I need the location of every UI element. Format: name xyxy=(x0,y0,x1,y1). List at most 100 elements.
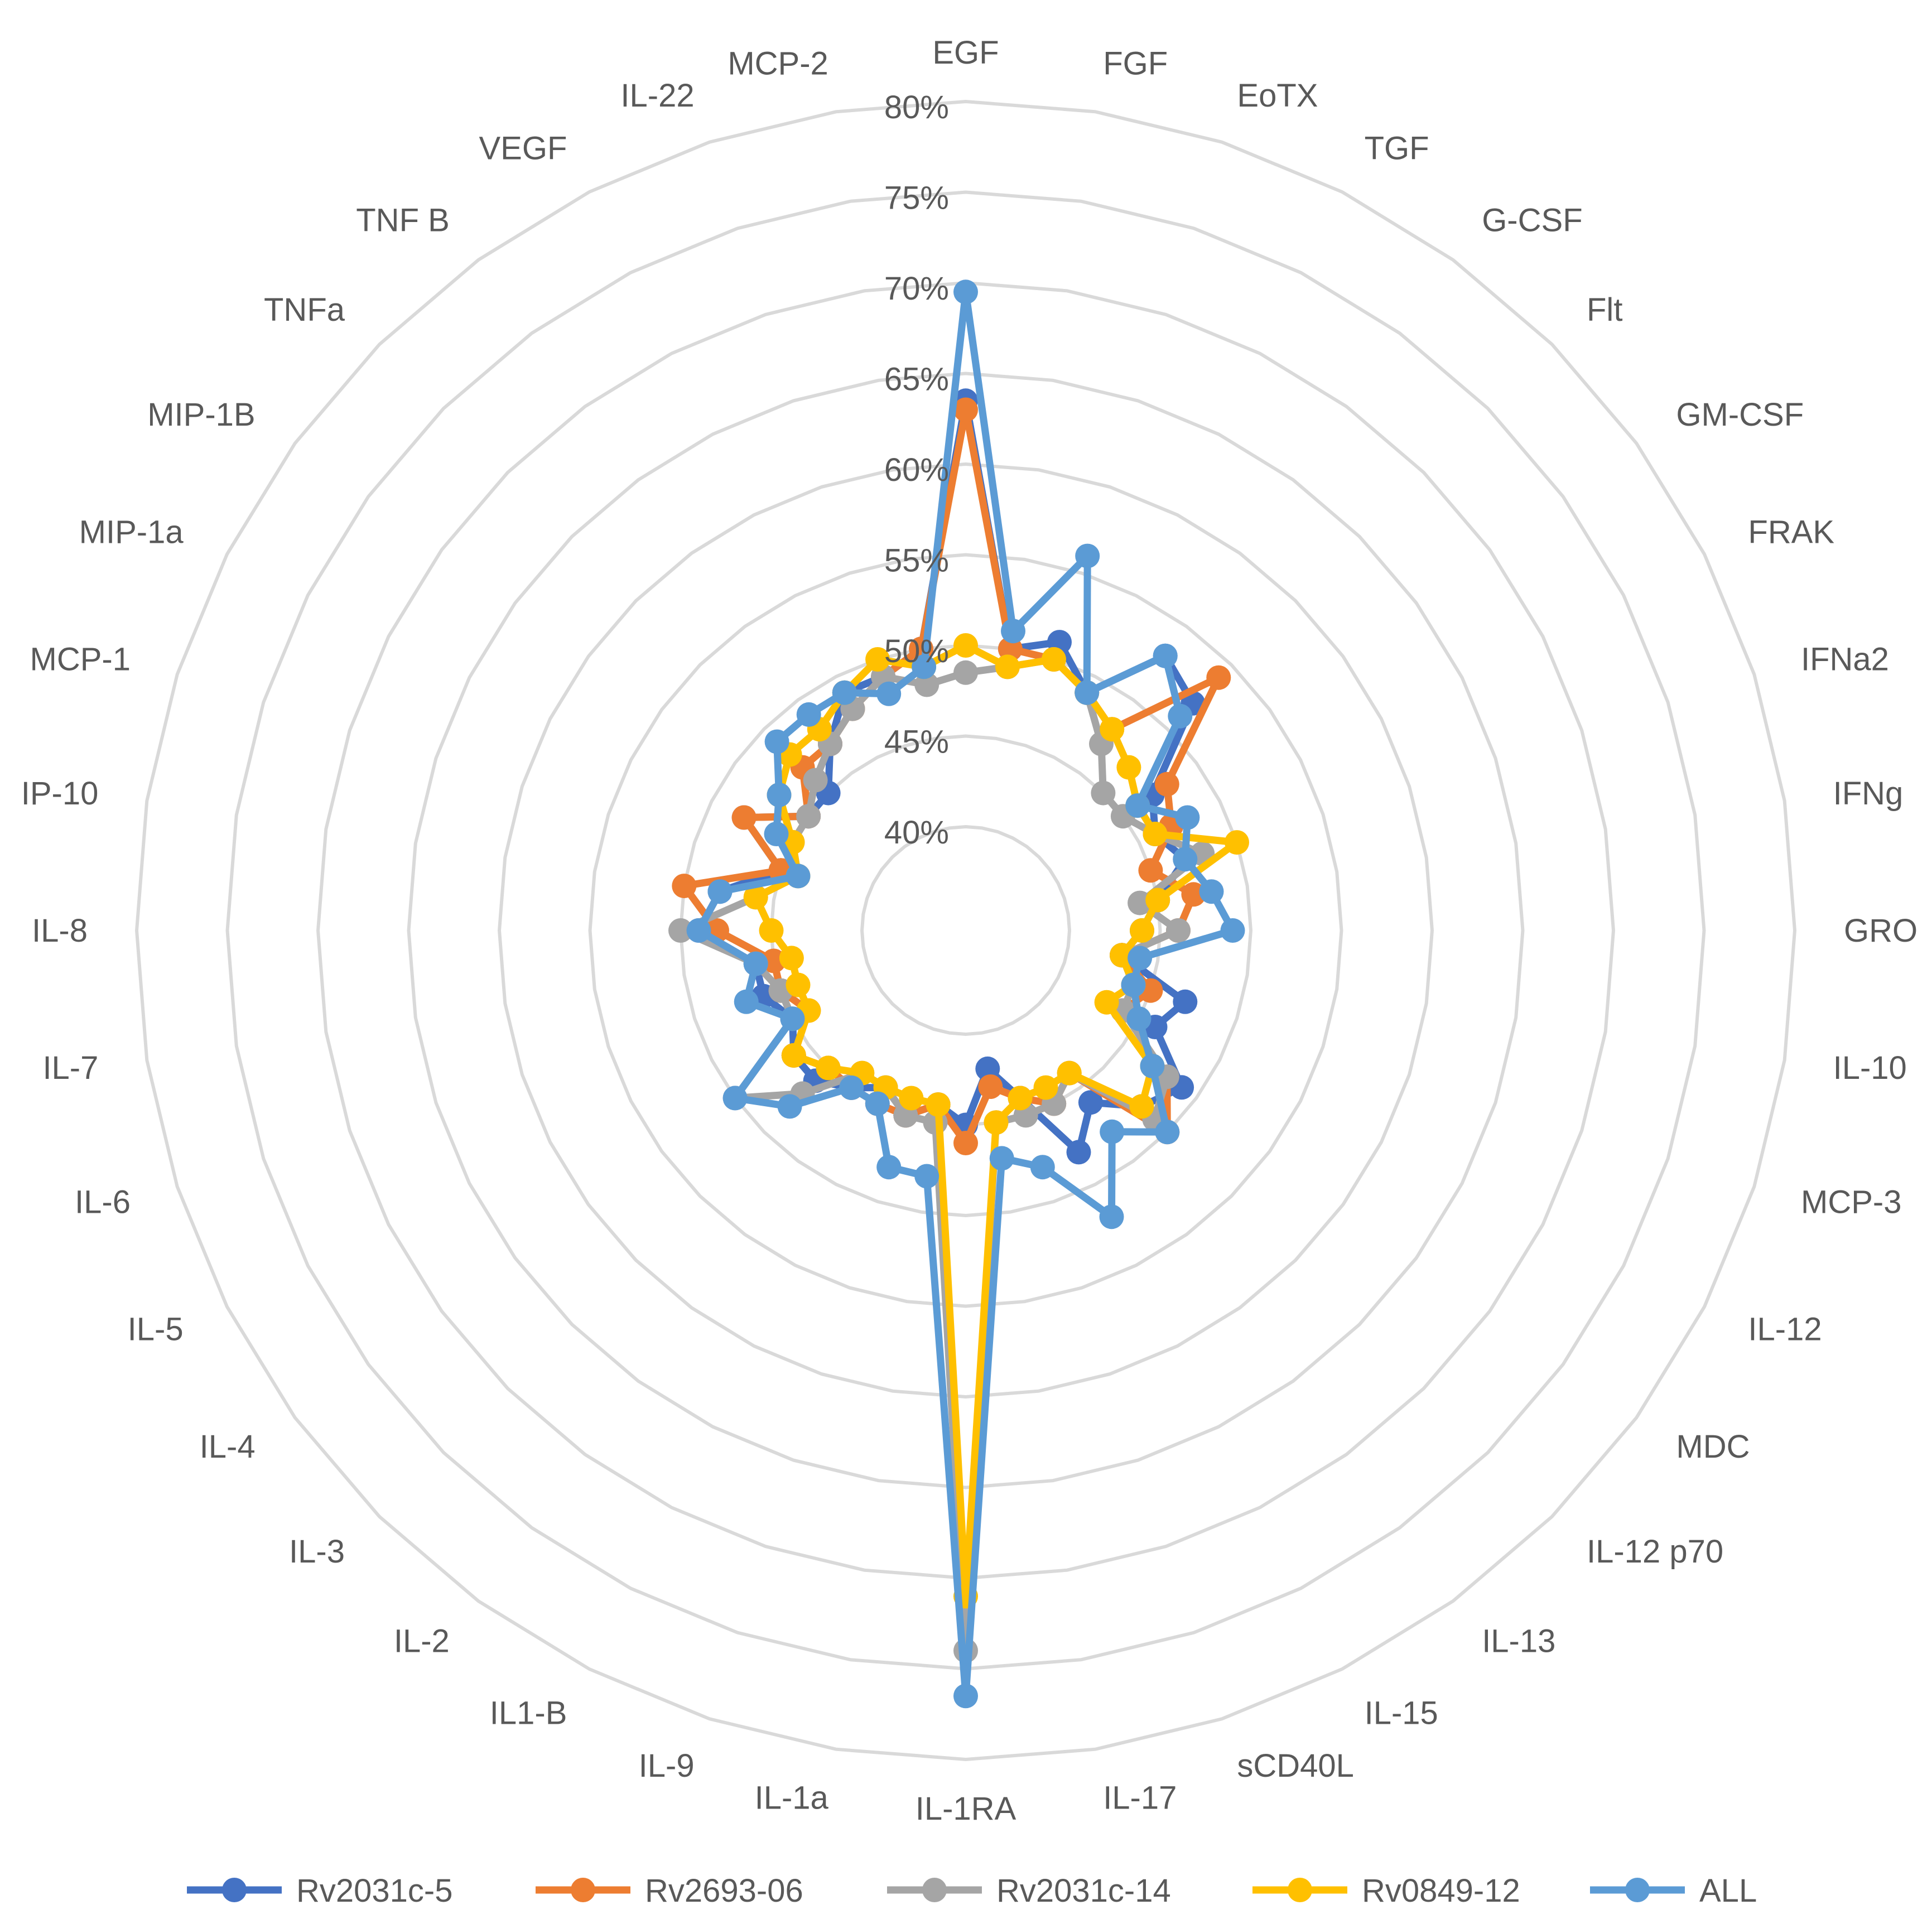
category-label: sCD40L xyxy=(1237,1748,1354,1784)
data-point xyxy=(1138,858,1163,883)
data-point xyxy=(995,654,1020,679)
tick-label: 45% xyxy=(884,724,949,760)
data-point xyxy=(1220,918,1245,943)
data-point xyxy=(953,1131,978,1155)
data-point xyxy=(796,702,821,727)
data-point xyxy=(1143,822,1168,846)
data-point xyxy=(1168,703,1193,729)
legend-label: Rv2031c-14 xyxy=(996,1873,1171,1909)
category-label: IL-15 xyxy=(1365,1695,1438,1731)
category-label: MIP-1B xyxy=(147,397,255,433)
data-point xyxy=(1128,946,1153,971)
data-point xyxy=(1154,771,1179,797)
category-label: Flt xyxy=(1587,292,1622,328)
category-label: IL-13 xyxy=(1482,1623,1555,1659)
data-point xyxy=(779,946,804,971)
category-label: IL-12 xyxy=(1748,1311,1822,1348)
data-point xyxy=(759,918,784,943)
data-point xyxy=(1199,879,1224,904)
tick-label: 50% xyxy=(884,633,949,669)
data-point xyxy=(777,1094,802,1119)
category-label: EoTX xyxy=(1237,78,1318,114)
category-label: IL-2 xyxy=(394,1623,450,1659)
category-label: IL-17 xyxy=(1103,1780,1177,1816)
data-point xyxy=(953,1684,978,1709)
category-label: IL-5 xyxy=(128,1311,184,1348)
data-point xyxy=(1033,1075,1058,1100)
data-point xyxy=(668,918,693,943)
grid-ring-60 xyxy=(497,462,1434,1399)
category-label: GRO xyxy=(1844,913,1917,949)
category-label: FRAK xyxy=(1748,514,1834,550)
data-point xyxy=(743,951,768,976)
category-label: TNFa xyxy=(264,292,345,328)
category-label: IP-10 xyxy=(21,775,99,812)
legend-label: Rv2693-06 xyxy=(645,1873,803,1909)
category-label: IL-1RA xyxy=(916,1791,1016,1827)
data-point xyxy=(786,864,811,889)
data-point xyxy=(780,1006,805,1031)
category-label: MCP-1 xyxy=(30,642,131,678)
data-point xyxy=(1130,918,1154,943)
data-point xyxy=(764,729,789,754)
data-point xyxy=(926,1092,951,1117)
category-label: FGF xyxy=(1103,45,1168,81)
legend-swatch-marker xyxy=(922,1878,947,1902)
data-point xyxy=(764,822,789,846)
data-point xyxy=(734,989,759,1014)
data-point xyxy=(1140,1054,1165,1078)
tick-labels: 40% 45% 50% 55% 60% 65% 70% 75% 80% xyxy=(884,89,949,851)
data-point xyxy=(731,805,757,830)
category-labels: EGF FGF EoTX TGF G-CSF Flt GM-CSF FRAK IFNa2 IFNg… xyxy=(21,35,1917,1827)
data-point xyxy=(1075,543,1100,568)
data-point xyxy=(1075,680,1100,705)
data-point xyxy=(1078,1090,1103,1115)
legend-item: ALL xyxy=(1590,1873,1757,1909)
grid-ring-40 xyxy=(860,824,1072,1036)
series-4 xyxy=(686,279,1245,1709)
legend-label: ALL xyxy=(1699,1873,1757,1909)
legend-swatch-marker xyxy=(1288,1878,1312,1902)
data-point xyxy=(743,885,768,910)
data-point xyxy=(816,1055,841,1081)
data-point xyxy=(899,1086,924,1111)
data-point xyxy=(984,1110,1009,1135)
tick-label: 60% xyxy=(884,452,949,488)
category-label: TGF xyxy=(1365,131,1429,167)
data-point xyxy=(914,1164,939,1189)
category-label: IL-8 xyxy=(32,913,88,949)
tick-label: 40% xyxy=(884,814,949,851)
tick-label: 70% xyxy=(884,271,949,307)
legend-swatch-marker xyxy=(1625,1878,1650,1902)
data-point xyxy=(953,279,978,305)
data-point xyxy=(1030,1155,1055,1180)
data-point xyxy=(1094,990,1119,1015)
category-label: TNF B xyxy=(356,202,450,239)
data-point xyxy=(865,647,890,672)
category-label: IL-10 xyxy=(1833,1050,1907,1086)
data-point xyxy=(1001,619,1025,644)
legend: Rv2031c-5 Rv2693-06 Rv2031c-14 Rv0849-12 ALL xyxy=(187,1873,1757,1909)
data-point xyxy=(832,680,857,705)
data-point xyxy=(912,654,937,679)
tick-label: 55% xyxy=(884,543,949,579)
legend-item: Rv2031c-5 xyxy=(187,1873,452,1909)
category-label: MDC xyxy=(1676,1429,1750,1465)
category-label: IFNg xyxy=(1833,775,1904,812)
category-label: MIP-1a xyxy=(79,514,184,550)
category-label: G-CSF xyxy=(1482,202,1582,239)
category-label: IL-4 xyxy=(200,1429,256,1465)
category-label: IFNa2 xyxy=(1801,642,1889,678)
data-point xyxy=(1166,918,1191,943)
legend-label: Rv0849-12 xyxy=(1362,1873,1520,1909)
data-point xyxy=(978,1074,1003,1099)
legend-label: Rv2031c-5 xyxy=(296,1873,452,1909)
data-point xyxy=(686,918,711,943)
data-point xyxy=(876,681,902,706)
data-point xyxy=(796,804,821,829)
category-label: IL-12 p70 xyxy=(1587,1534,1723,1570)
data-point xyxy=(876,1155,902,1180)
data-point xyxy=(1066,1140,1091,1165)
grid-ring-65 xyxy=(407,372,1525,1489)
